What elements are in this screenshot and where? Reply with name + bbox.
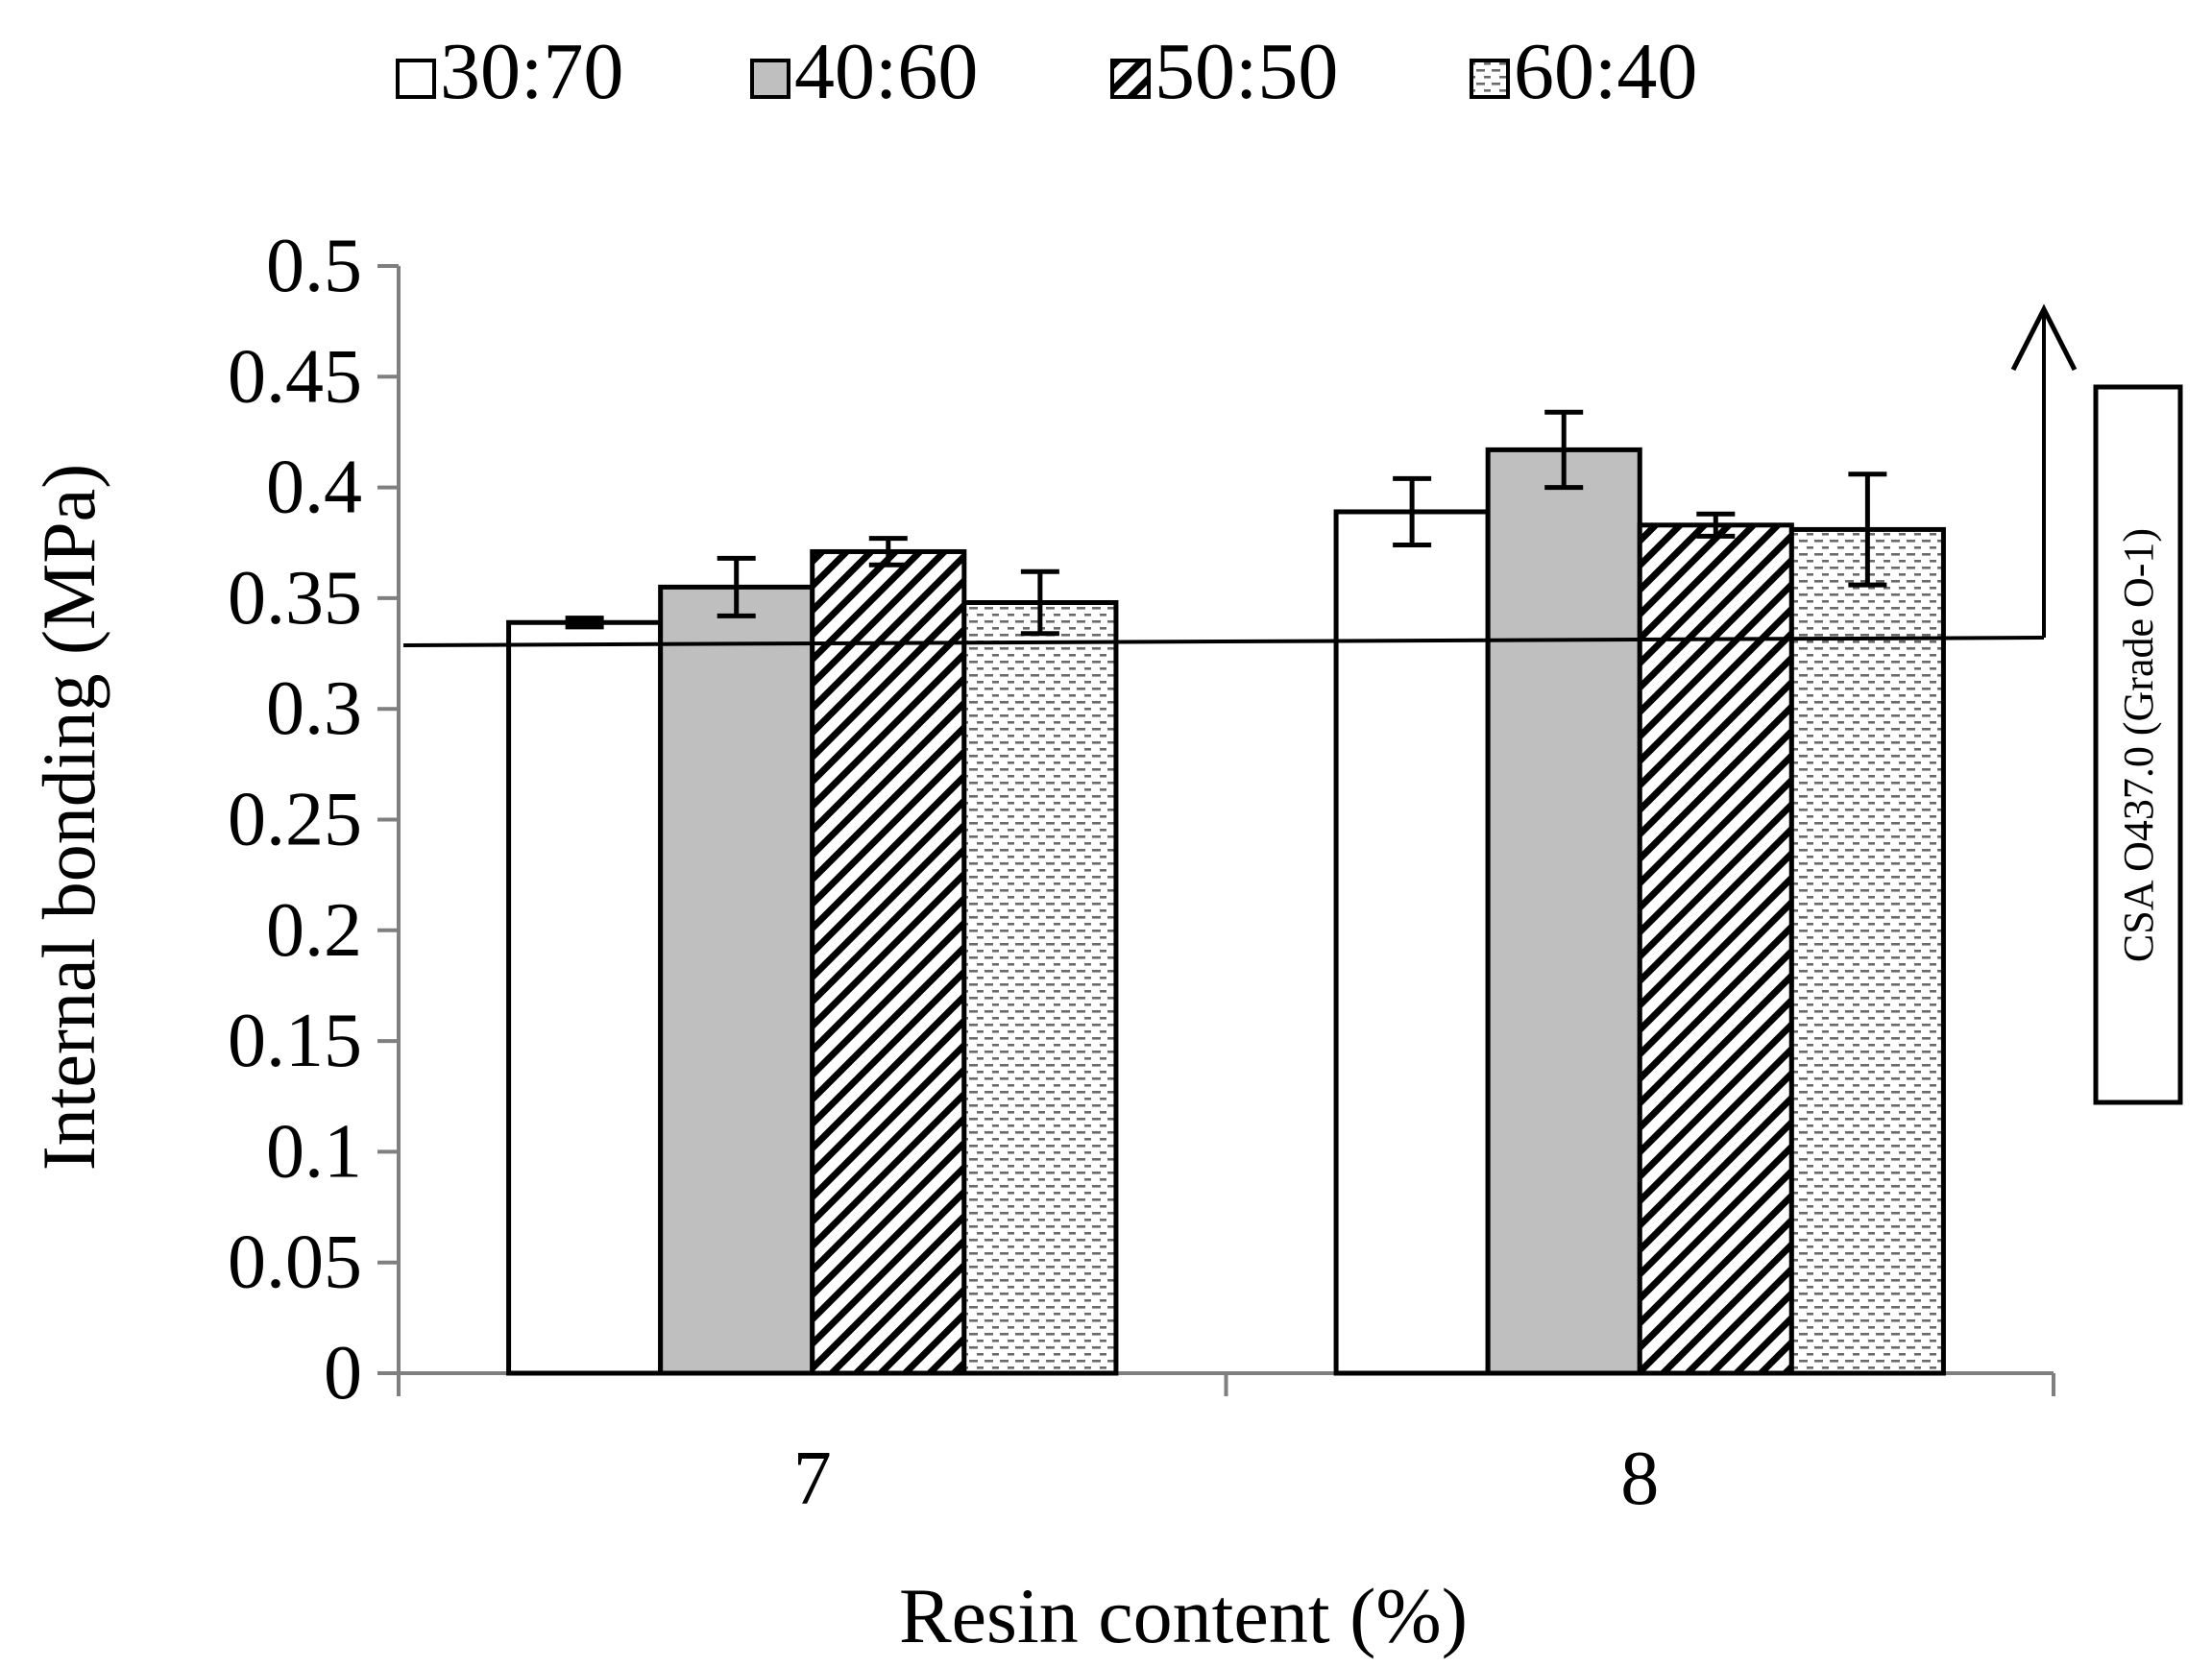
y-tick-label: 0.05: [228, 1221, 362, 1305]
y-axis-label: Internal bonding (MPa): [27, 464, 110, 1172]
reference-arrow-head: [2010, 303, 2078, 372]
legend-label: 40:60: [794, 27, 978, 116]
legend-swatch: [1110, 59, 1151, 99]
x-axis-label: Resin content (%): [899, 1572, 1468, 1659]
legend-swatch: [1470, 59, 1510, 99]
bar: [1485, 447, 1642, 1376]
reference-label-box: [2093, 384, 2183, 1105]
x-tick-label: 8: [1620, 1437, 1659, 1521]
bar: [506, 619, 664, 1376]
bar: [658, 584, 815, 1376]
legend-label: 60:40: [1514, 27, 1697, 116]
bar: [1788, 526, 1946, 1376]
y-tick-label: 0.35: [228, 556, 362, 641]
y-tick-label: 0.4: [266, 446, 362, 530]
x-tick-label: 7: [793, 1437, 832, 1521]
reference-line: [402, 636, 2045, 648]
legend-label: 30:70: [440, 27, 623, 116]
plot-area: 0 0.05 0.1 0.15 0.2 0.25 0.3 0.35 0.4 0.45 0.5 7 8 CS…: [228, 224, 2183, 1521]
y-tick-label: 0.25: [228, 778, 362, 862]
reference-label: CSA O437.0 (Grade O-1): [2115, 528, 2162, 962]
y-tick-label: 0.3: [266, 666, 362, 751]
bar: [1333, 509, 1491, 1376]
legend-label: 50:50: [1155, 27, 1338, 116]
y-tick-label: 0.2: [266, 888, 362, 973]
y-tick-label: 0.15: [228, 999, 362, 1083]
y-tick-label: 0.5: [266, 224, 362, 308]
legend-swatch: [396, 59, 436, 99]
bar: [810, 548, 967, 1376]
legend: 30:70 40:60 50:50 60:40: [396, 27, 1697, 116]
bar: [961, 600, 1119, 1376]
bar: [1637, 522, 1794, 1376]
y-tick-label: 0: [324, 1331, 362, 1415]
legend-swatch: [750, 59, 790, 99]
y-tick-label: 0.45: [228, 334, 362, 419]
y-tick-label: 0.1: [266, 1109, 362, 1194]
